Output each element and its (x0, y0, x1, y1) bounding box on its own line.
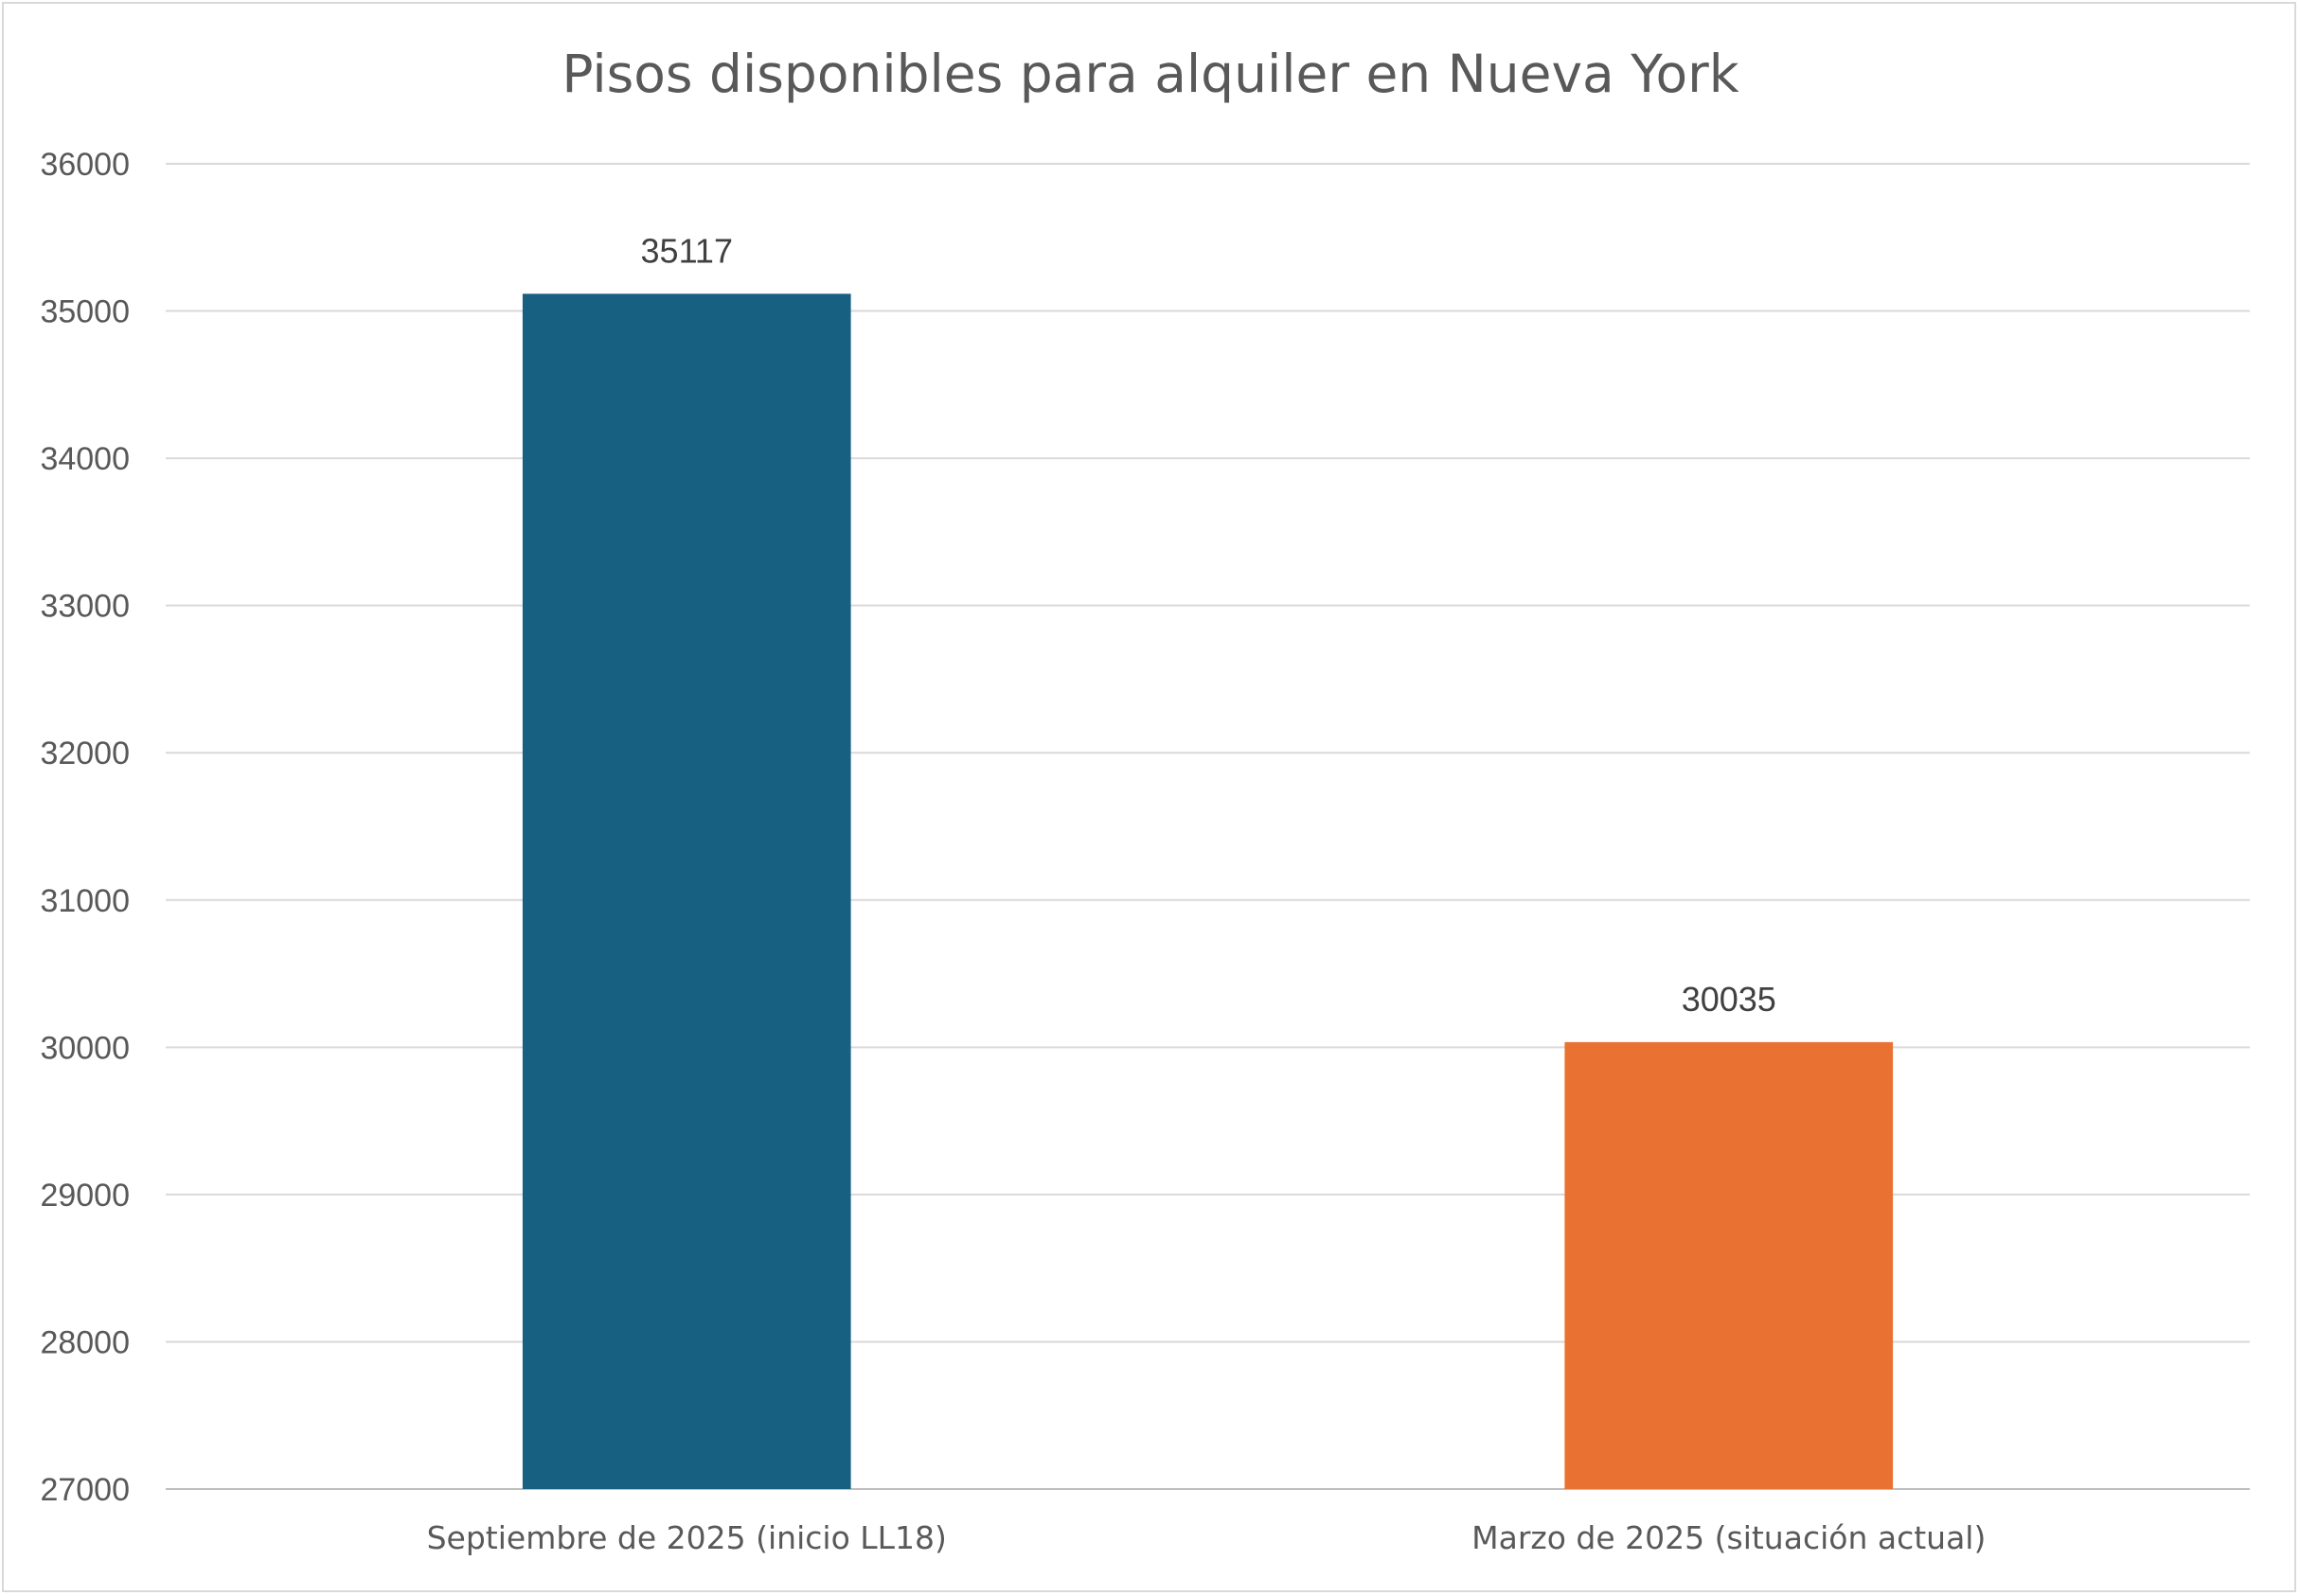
y-tick-label: 29000 (40, 1178, 130, 1214)
chart-title: Pisos disponibles para alquiler en Nueva… (562, 44, 1738, 104)
bar-2 (1564, 1041, 1894, 1489)
y-tick-label: 36000 (40, 147, 130, 183)
y-tick-label: 33000 (40, 589, 130, 625)
y-tick-label: 30000 (40, 1030, 130, 1066)
y-tick-label: 27000 (40, 1472, 130, 1508)
x-axis-categories: Septiembre de 2025 (inicio LL18) Marzo de… (427, 1519, 1987, 1556)
y-axis-ticks: 27000 28000 29000 30000 31000 32000 33000 34000… (40, 147, 130, 1508)
data-label-2: 30035 (1682, 980, 1776, 1019)
data-labels: 35117 30035 (641, 231, 1776, 1019)
bars (522, 293, 1894, 1489)
data-label-1: 35117 (641, 231, 733, 270)
y-tick-label: 28000 (40, 1324, 130, 1360)
y-tick-label: 31000 (40, 883, 130, 919)
gridlines (166, 163, 2250, 1490)
category-label-2: Marzo de 2025 (situación actual) (1471, 1519, 1986, 1556)
category-label-1: Septiembre de 2025 (inicio LL18) (427, 1519, 947, 1556)
y-tick-label: 35000 (40, 294, 130, 330)
y-tick-label: 34000 (40, 441, 130, 477)
bar-1 (522, 293, 851, 1489)
y-tick-label: 32000 (40, 736, 130, 771)
